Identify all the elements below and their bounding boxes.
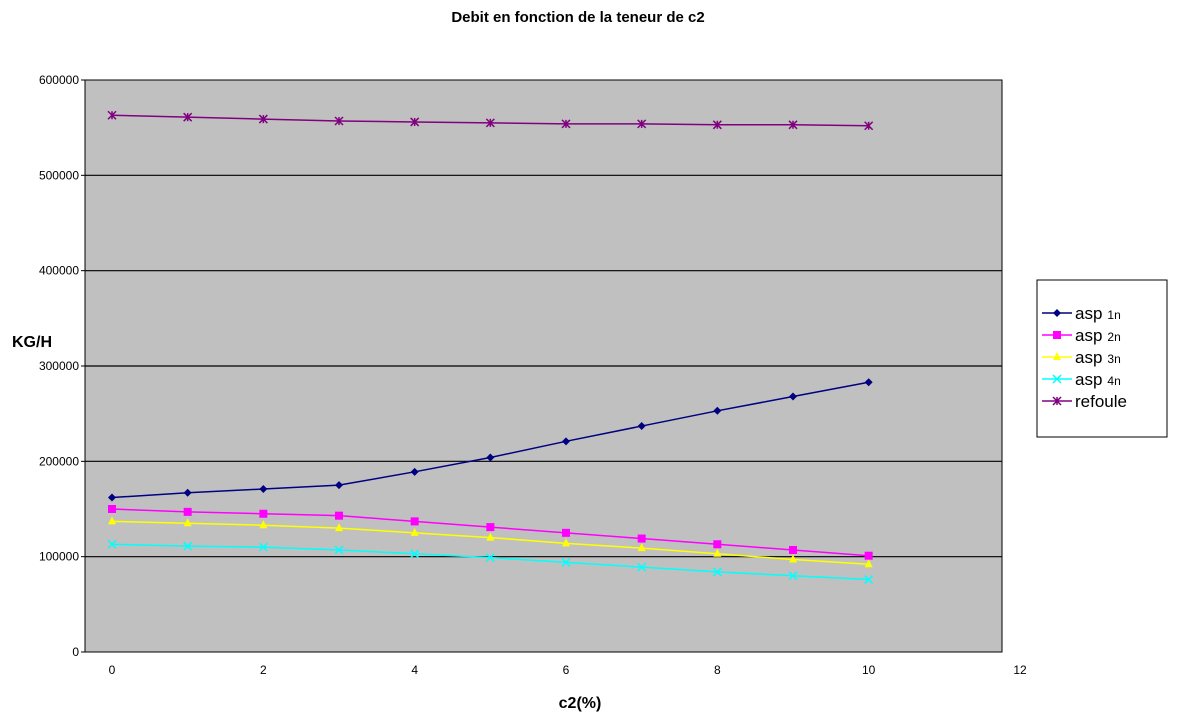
data-point	[1052, 396, 1062, 406]
series-asp-2n	[108, 505, 873, 560]
x-axis: 0 2 4 6 8 10 12	[109, 663, 1027, 677]
data-point	[561, 557, 571, 567]
data-point	[486, 523, 495, 532]
data-point	[713, 406, 722, 415]
data-point	[713, 540, 722, 549]
data-point	[335, 511, 343, 520]
data-point	[562, 538, 570, 547]
series-asp-3n	[108, 516, 873, 568]
data-point	[108, 493, 116, 502]
legend-label: asp 3n	[1075, 348, 1121, 367]
data-point	[183, 488, 192, 497]
data-point	[788, 571, 798, 581]
chart-title: Debit en fonction de la teneur de c2	[451, 9, 704, 26]
data-point	[637, 119, 647, 129]
data-point	[1053, 352, 1061, 360]
grid-lines	[85, 174, 1002, 558]
legend-item: asp 3n	[1042, 348, 1121, 367]
data-point	[637, 422, 646, 431]
y-tick-label: 0	[72, 645, 79, 659]
data-point	[788, 120, 798, 130]
y-axis-title: KG/H	[12, 334, 52, 351]
data-point	[712, 120, 722, 130]
x-tick-label: 2	[260, 663, 267, 677]
data-point	[259, 484, 268, 493]
data-point	[789, 392, 797, 401]
plot-series	[107, 110, 874, 585]
data-point	[562, 437, 570, 446]
series-asp-1n	[108, 378, 873, 502]
legend-item: asp 4n	[1042, 370, 1121, 389]
data-point	[183, 507, 192, 516]
series-refoule	[107, 110, 874, 131]
data-point	[107, 539, 117, 549]
data-point	[108, 516, 116, 525]
legend-label: refoule	[1075, 392, 1127, 411]
data-point	[864, 551, 873, 560]
y-tick-label: 600000	[39, 73, 79, 87]
data-point	[712, 567, 722, 577]
data-point	[410, 117, 420, 127]
data-point	[485, 118, 495, 128]
data-point	[561, 119, 571, 129]
x-axis-title: c2(%)	[559, 695, 602, 712]
data-point	[864, 575, 874, 585]
data-point	[183, 518, 192, 527]
data-point	[108, 505, 116, 513]
data-point	[637, 534, 646, 543]
data-point	[259, 509, 268, 518]
data-point	[562, 528, 570, 537]
data-point	[486, 532, 495, 541]
y-tick-label: 200000	[39, 454, 79, 468]
legend-item: refoule	[1042, 392, 1127, 411]
data-point	[183, 112, 193, 122]
data-point	[107, 110, 117, 120]
data-point	[864, 559, 873, 568]
x-tick-label: 4	[411, 663, 418, 677]
legend: asp 1n asp 2n asp 3n asp 4n refoule	[1042, 304, 1127, 411]
data-point	[789, 545, 797, 554]
x-tick-label: 0	[109, 663, 116, 677]
data-point	[713, 548, 722, 557]
legend-label: asp 2n	[1075, 326, 1121, 345]
y-tick-label: 100000	[39, 550, 79, 564]
data-point	[864, 378, 873, 387]
series-asp-4n	[107, 539, 874, 585]
data-point	[1053, 309, 1061, 317]
data-point	[789, 554, 797, 563]
legend-label: asp 4n	[1075, 370, 1121, 389]
legend-item: asp 2n	[1042, 326, 1121, 345]
data-point	[637, 543, 646, 552]
data-point	[334, 545, 344, 555]
data-point	[334, 116, 344, 126]
data-point	[637, 562, 647, 572]
data-point	[259, 520, 268, 529]
data-point	[258, 542, 268, 552]
data-point	[410, 517, 419, 526]
x-tick-label: 8	[714, 663, 721, 677]
data-point	[410, 467, 419, 476]
data-point	[864, 121, 874, 131]
legend-label: asp 1n	[1075, 304, 1121, 323]
y-tick-label: 500000	[39, 168, 79, 182]
data-point	[486, 453, 495, 462]
x-tick-label: 12	[1013, 663, 1027, 677]
data-point	[335, 481, 343, 490]
data-point	[258, 114, 268, 124]
x-tick-label: 6	[563, 663, 570, 677]
y-tick-label: 300000	[39, 359, 79, 373]
data-point	[335, 523, 343, 532]
data-point	[410, 527, 419, 536]
data-point	[1053, 331, 1061, 339]
legend-item: asp 1n	[1042, 304, 1121, 323]
data-point	[1052, 374, 1062, 384]
x-tick-label: 10	[862, 663, 876, 677]
data-point	[485, 553, 495, 563]
data-point	[410, 549, 420, 559]
y-axis: 0 100000 200000 300000 400000 500000 600000	[39, 73, 85, 659]
data-point	[183, 541, 193, 551]
y-tick-label: 400000	[39, 264, 79, 278]
